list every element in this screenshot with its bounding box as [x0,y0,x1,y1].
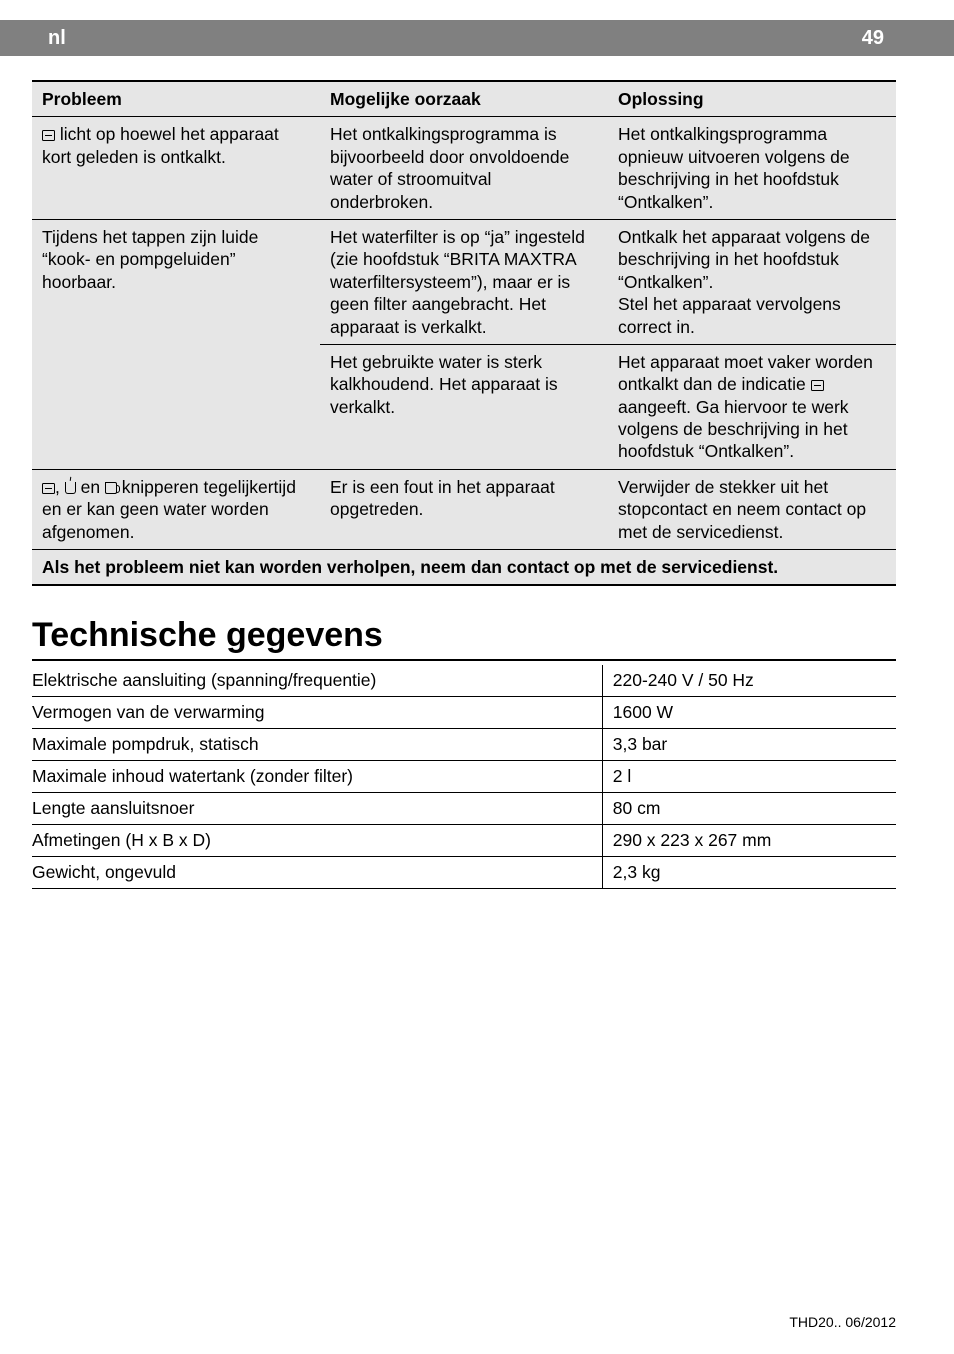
spec-row: Maximale pompdruk, statisch 3,3 bar [32,729,896,761]
spec-value: 2 l [602,761,896,793]
cell-solution: Verwijder de stekker uit het stopcontact… [608,469,896,549]
spec-value: 3,3 bar [602,729,896,761]
panel-icon [42,130,55,141]
spec-label: Gewicht, ongevuld [32,857,602,889]
spec-row: Gewicht, ongevuld 2,3 kg [32,857,896,889]
table-footer-row: Als het probleem niet kan worden verholp… [32,550,896,586]
page-number: 49 [862,27,884,50]
cell-problem: , en knipperen tegelijkertijd en er kan … [32,469,320,549]
cup-icon [65,482,76,494]
spec-value: 80 cm [602,793,896,825]
spec-label: Afmetingen (H x B x D) [32,825,602,857]
spec-value: 290 x 223 x 267 mm [602,825,896,857]
spec-label: Maximale pompdruk, statisch [32,729,602,761]
table-row: licht op hoewel het apparaat kort gelede… [32,117,896,220]
table-header-row: Probleem Mogelijke oorzaak Oplossing [32,81,896,117]
col-cause: Mogelijke oorzaak [320,81,608,117]
spec-row: Elektrische aansluiting (spanning/freque… [32,665,896,697]
page-footer: THD20.. 06/2012 [789,1314,896,1330]
spec-row: Vermogen van de verwarming 1600 W [32,697,896,729]
section-heading: Technische gegevens [32,616,896,661]
table-row: Tijdens het tappen zijn luide “kook- en … [32,219,896,344]
spec-label: Elektrische aansluiting (spanning/freque… [32,665,602,697]
panel-icon [42,483,55,494]
cell-cause: Er is een fout in het apparaat opgetrede… [320,469,608,549]
cell-cause: Het ontkalkingsprogramma is bijvoorbeeld… [320,117,608,220]
cell-solution: Het apparaat moet vaker worden ontkalkt … [608,344,896,469]
lang-label: nl [48,27,66,50]
table-row: , en knipperen tegelijkertijd en er kan … [32,469,896,549]
page-header-bar: nl 49 [0,20,954,56]
spec-label: Lengte aansluitsnoer [32,793,602,825]
col-problem: Probleem [32,81,320,117]
col-solution: Oplossing [608,81,896,117]
jug-icon [105,482,117,494]
cell-solution: Het ontkalkingsprogramma opnieuw uitvoer… [608,117,896,220]
cell-problem: licht op hoewel het apparaat kort gelede… [32,117,320,220]
spec-row: Afmetingen (H x B x D) 290 x 223 x 267 m… [32,825,896,857]
spec-row: Maximale inhoud watertank (zonder filter… [32,761,896,793]
table-footer-text: Als het probleem niet kan worden verholp… [32,550,896,586]
cell-solution: Ontkalk het apparaat volgens de beschrij… [608,219,896,344]
spec-label: Vermogen van de verwarming [32,697,602,729]
cell-cause: Het gebruikte water is sterk kalkhoudend… [320,344,608,469]
panel-icon [811,380,824,391]
troubleshooting-table: Probleem Mogelijke oorzaak Oplossing lic… [32,80,896,586]
cell-problem: Tijdens het tappen zijn luide “kook- en … [32,219,320,469]
specs-table: Elektrische aansluiting (spanning/freque… [32,665,896,889]
spec-value: 220-240 V / 50 Hz [602,665,896,697]
spec-value: 1600 W [602,697,896,729]
spec-value: 2,3 kg [602,857,896,889]
cell-cause: Het waterfilter is op “ja” ingesteld (zi… [320,219,608,344]
spec-row: Lengte aansluitsnoer 80 cm [32,793,896,825]
spec-label: Maximale inhoud watertank (zonder filter… [32,761,602,793]
page: nl 49 Probleem Mogelijke oorzaak Oplossi… [0,0,954,1354]
